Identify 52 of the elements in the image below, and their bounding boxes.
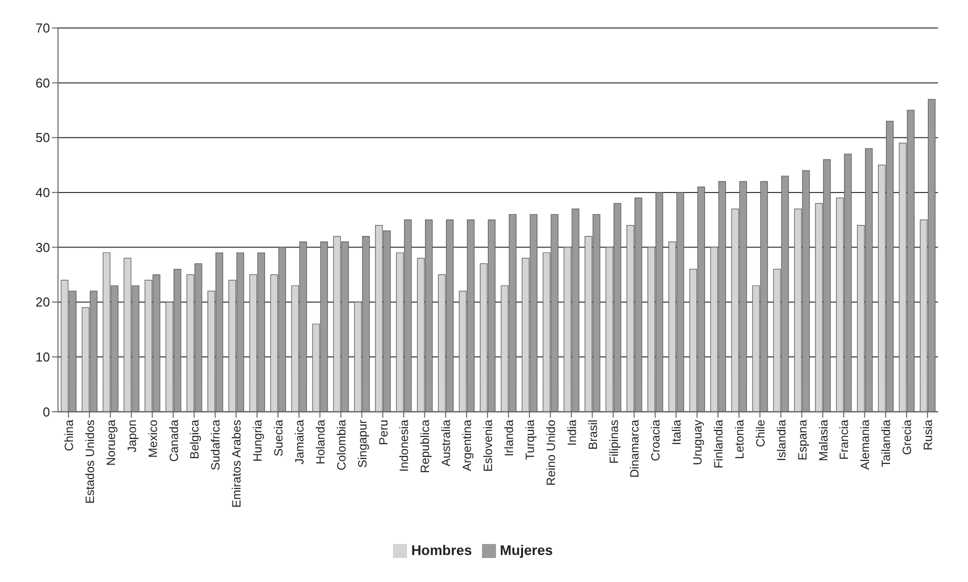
x-tick-label: Argentina [460,419,474,472]
x-tick-label: Sudafrica [208,419,223,470]
x-tick-label: Croacia [648,419,663,462]
y-tick-label: 70 [36,20,50,36]
x-tick-label: Francia [837,419,852,460]
x-tick-label: Uruguay [690,420,705,466]
x-tick-label: Hungria [250,419,265,462]
y-tick-label: 50 [36,130,50,146]
legend-label: Hombres [411,542,472,558]
x-tick-label: Belgica [188,419,202,460]
x-tick-label: Eslovenia [481,419,496,472]
x-tick-label: India [564,419,579,446]
x-tick-label: Finlandia [712,419,726,468]
y-tick-label: 60 [36,75,50,90]
y-tick-label: 20 [36,294,50,310]
y-tick-label: 40 [36,185,50,200]
y-tick-label: 30 [36,240,50,255]
x-tick-label: Irlanda [502,419,516,456]
x-tick-label: Reino Unido [544,419,558,486]
x-tick-label: Alemania [858,419,872,470]
x-tick-label: Estados Unidos [82,420,97,504]
x-tick-label: China [62,419,76,452]
x-tick-label: Turquia [522,419,537,460]
x-tick-label: Dinamarca [628,419,642,478]
x-tick-label: Grecia [900,419,914,456]
x-tick-label: Tailandia [879,419,894,468]
x-tick-label: Islandia [774,419,788,462]
x-tick-label: Rusia [921,419,936,450]
x-tick-label: Jamaica [292,419,306,464]
x-tick-label: Malasia [816,419,830,462]
x-tick-label: Peru [376,420,390,446]
x-tick-label: Mexico [146,419,160,458]
y-tick-label: 10 [36,350,50,365]
x-tick-label: Colombia [334,419,348,470]
x-tick-label: Republica [418,419,432,474]
x-tick-label: Australia [439,419,454,466]
x-tick-label: Japon [124,420,139,452]
x-tick-label: Singapur [355,420,370,468]
x-tick-label: Noruega [104,419,118,466]
x-tick-label: Suecia [272,419,286,456]
y-tick-label: 0 [42,404,50,420]
x-tick-label: Italia [670,419,684,446]
x-tick-label: Holanda [313,419,328,464]
x-tick-label: Espana [795,419,810,460]
x-tick-label: Letonia [732,419,746,460]
x-tick-label: Chile [753,419,768,448]
x-tick-label: Canada [166,419,181,462]
x-tick-label: Indonesia [397,419,412,472]
legend-label: Mujeres [500,542,553,558]
x-tick-label: Brasil [586,420,600,450]
x-tick-label: Emiratos Arabes [230,420,244,508]
x-tick-label: Filipinas [606,420,621,464]
